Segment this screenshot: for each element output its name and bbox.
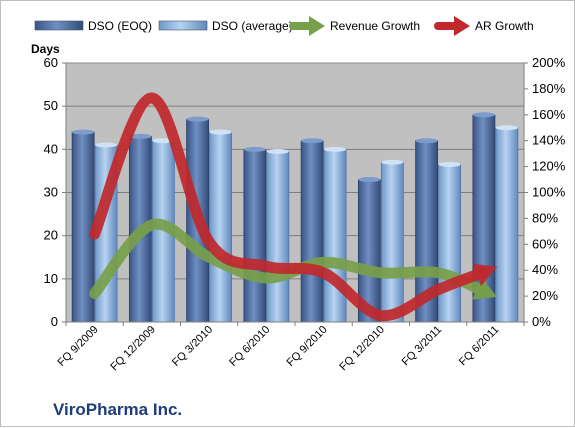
bar-cap — [243, 146, 266, 152]
y2-tick-label: 40% — [532, 262, 558, 277]
bar-cap — [358, 177, 381, 183]
bar-cap — [415, 138, 438, 144]
bar-cap — [301, 138, 324, 144]
legend-entry: AR Growth — [434, 16, 534, 36]
bar-body — [209, 131, 233, 323]
bar-body — [380, 161, 404, 323]
bar-cap — [324, 146, 347, 152]
bar-body — [266, 151, 290, 323]
bar-cap — [186, 116, 209, 122]
x-tick-label: FQ 9/2010 — [285, 324, 330, 369]
y-tick-label: 30 — [44, 185, 58, 200]
x-tick-label: FQ 6/2010 — [227, 324, 272, 369]
line-path — [89, 218, 488, 300]
bar — [380, 159, 404, 323]
arrow-head — [472, 277, 498, 300]
bar — [71, 129, 95, 323]
legend-label: DSO (average) — [212, 19, 293, 33]
bar-body — [323, 148, 347, 323]
bar-cap — [129, 133, 152, 139]
x-tick-label: FQ 6/2011 — [457, 324, 502, 369]
bar-cap — [266, 148, 289, 154]
bar-cap — [72, 129, 95, 135]
bar-cap — [381, 159, 404, 165]
legend-label: DSO (EOQ) — [88, 19, 152, 33]
legend: DSO (EOQ) DSO (average) Revenue Growth AR G… — [34, 16, 534, 36]
y-tick-label: 50 — [44, 98, 58, 113]
arrow-head — [472, 263, 498, 286]
y2-tick-label: 100% — [532, 185, 566, 200]
bar — [495, 125, 519, 323]
company-name: ViroPharma Inc. — [53, 400, 183, 419]
x-tick-label: FQ 3/2010 — [170, 324, 215, 369]
x-tick-label: FQ 9/2009 — [56, 324, 101, 369]
bar-body — [243, 148, 267, 323]
legend-swatch — [158, 20, 208, 31]
bar-cap — [438, 161, 461, 167]
bar-cap — [95, 142, 118, 148]
bar — [357, 177, 381, 323]
series-line — [89, 218, 498, 300]
y2-tick-label: 60% — [532, 236, 558, 251]
series-line — [89, 92, 498, 322]
y2-tick-label: 20% — [532, 288, 558, 303]
bar — [266, 148, 290, 323]
bar-cap — [495, 125, 518, 131]
y2-tick-label: 0% — [532, 314, 551, 329]
bar — [438, 161, 462, 323]
y-tick-label: 60 — [44, 55, 58, 70]
bar-body — [438, 164, 462, 323]
growth-lines — [89, 92, 498, 322]
bar — [300, 138, 324, 323]
legend-swatch-arrow — [309, 16, 325, 36]
bar-body — [300, 140, 324, 323]
bar-cap — [209, 129, 232, 135]
y2-tick-label: 200% — [532, 55, 566, 70]
y2-tick-label: 160% — [532, 107, 566, 122]
bar-body — [495, 127, 519, 323]
y-tick-label: 20 — [44, 228, 58, 243]
y2-tick-label: 120% — [532, 159, 566, 174]
x-tick-label: FQ 3/2011 — [400, 324, 445, 369]
line-path — [89, 92, 488, 322]
legend-swatch-arrow — [454, 16, 470, 36]
y-tick-label: 40 — [44, 141, 58, 156]
y2-tick-label: 140% — [532, 133, 566, 148]
x-tick-label: FQ 12/2010 — [337, 324, 387, 374]
legend-label: AR Growth — [475, 19, 534, 33]
legend-entry: Revenue Growth — [289, 16, 420, 36]
y2-tick-label: 80% — [532, 210, 558, 225]
y-axis-label: Days — [31, 42, 60, 56]
x-tick-label: FQ 12/2009 — [108, 324, 158, 374]
y-tick-label: 10 — [44, 271, 58, 286]
legend-entry: DSO (EOQ) — [34, 19, 152, 33]
legend-swatch — [34, 20, 84, 31]
legend-label: Revenue Growth — [330, 19, 420, 33]
legend-entry: DSO (average) — [158, 19, 293, 33]
bar — [323, 146, 347, 323]
bar — [209, 129, 233, 323]
bar — [243, 146, 267, 323]
y2-tick-label: 180% — [532, 81, 566, 96]
bar-cap — [472, 112, 495, 118]
y-tick-label: 0 — [51, 314, 58, 329]
